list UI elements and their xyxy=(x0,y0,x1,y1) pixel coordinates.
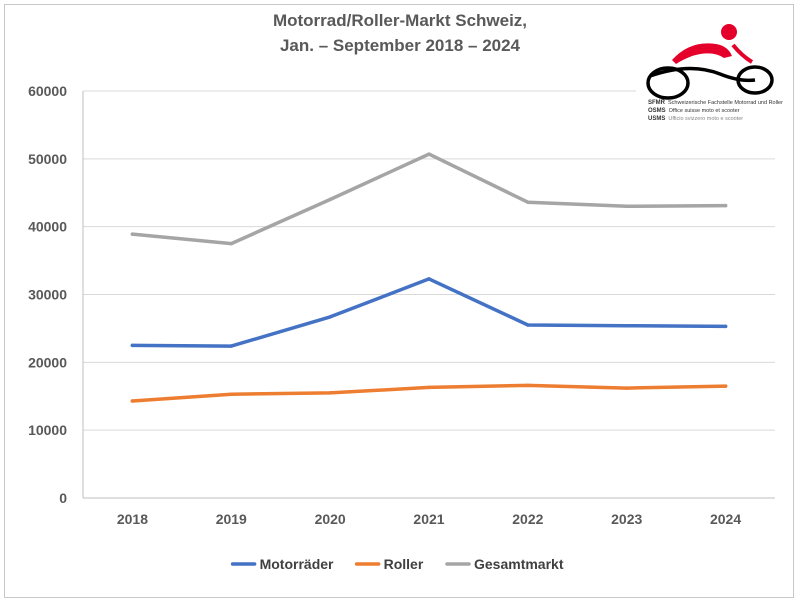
logo-abbr-osms: OSMS xyxy=(648,108,666,114)
y-tick-label: 40000 xyxy=(28,219,67,235)
data-point xyxy=(624,204,629,209)
logo-text-usms: Ufficio svizzero moto e scooter xyxy=(668,116,743,122)
data-point xyxy=(526,323,530,327)
data-point xyxy=(229,241,234,246)
data-point xyxy=(427,152,431,156)
logo-text-sfmr: Schweizerische Fachstelle Motorrad und R… xyxy=(668,100,783,106)
logo-abbr-sfmr: SFMR xyxy=(648,100,666,106)
chart-title-line1: Motorrad/Roller-Markt Schweiz, xyxy=(272,11,528,30)
logo-rear-wheel-icon xyxy=(646,66,690,100)
x-tick-label: 2019 xyxy=(216,511,247,527)
data-point xyxy=(723,324,728,329)
logo-rider-head-icon xyxy=(721,24,737,40)
logo-frame-icon xyxy=(649,66,756,83)
data-point xyxy=(130,232,135,236)
x-axis-ticks: 2018 2019 2020 2021 2022 2023 2024 xyxy=(117,511,742,527)
logo-text-osms: Office suisse moto et scooter xyxy=(669,108,740,114)
y-tick-label: 30000 xyxy=(28,287,67,303)
data-point xyxy=(723,384,728,388)
logo-rider-arm-icon xyxy=(731,43,754,64)
series-lines xyxy=(130,152,728,403)
legend-label: Motorräder xyxy=(260,556,334,572)
chart-title-line2: Jan. – September 2018 – 2024 xyxy=(279,36,521,55)
y-tick-label: 60000 xyxy=(28,83,67,99)
x-tick-label: 2023 xyxy=(611,511,642,527)
data-point xyxy=(723,203,728,208)
series-line-gesamtmarkt xyxy=(130,152,728,246)
x-tick-label: 2020 xyxy=(315,511,346,527)
chart-title: Motorrad/Roller-Markt Schweiz, Jan. – Se… xyxy=(0,8,800,58)
y-tick-label: 50000 xyxy=(28,151,67,167)
logo-rider-body-icon xyxy=(672,43,732,64)
y-tick-label: 20000 xyxy=(28,354,67,370)
data-point xyxy=(130,343,135,348)
y-tick-label: 0 xyxy=(59,490,67,506)
data-point xyxy=(624,323,629,328)
logo-background xyxy=(636,20,782,132)
data-point xyxy=(130,399,135,403)
data-point xyxy=(328,315,332,319)
data-point xyxy=(526,200,530,204)
data-point xyxy=(328,391,332,395)
x-tick-label: 2018 xyxy=(117,511,148,527)
y-tick-label: 10000 xyxy=(28,422,67,438)
logo-abbr-usms: USMS xyxy=(648,116,665,122)
x-tick-label: 2022 xyxy=(512,511,543,527)
data-point xyxy=(427,277,431,281)
data-point xyxy=(526,383,530,388)
sfmr-logo: SFMR Schweizerische Fachstelle Motorrad u… xyxy=(636,20,783,132)
x-tick-label: 2024 xyxy=(710,511,741,527)
legend-label: Gesamtmarkt xyxy=(474,556,564,572)
data-point xyxy=(328,197,332,202)
legend-label: Roller xyxy=(384,556,424,572)
data-point xyxy=(229,392,234,396)
data-point xyxy=(427,385,431,390)
gridlines xyxy=(82,90,775,499)
series-line-motorräder xyxy=(130,277,728,348)
data-point xyxy=(624,386,629,390)
legend: Motorräder Roller Gesamtmarkt xyxy=(230,556,564,572)
data-point xyxy=(229,344,234,348)
x-tick-label: 2021 xyxy=(413,511,444,527)
y-axis-ticks: 60000 50000 40000 30000 20000 10000 0 xyxy=(28,83,67,506)
